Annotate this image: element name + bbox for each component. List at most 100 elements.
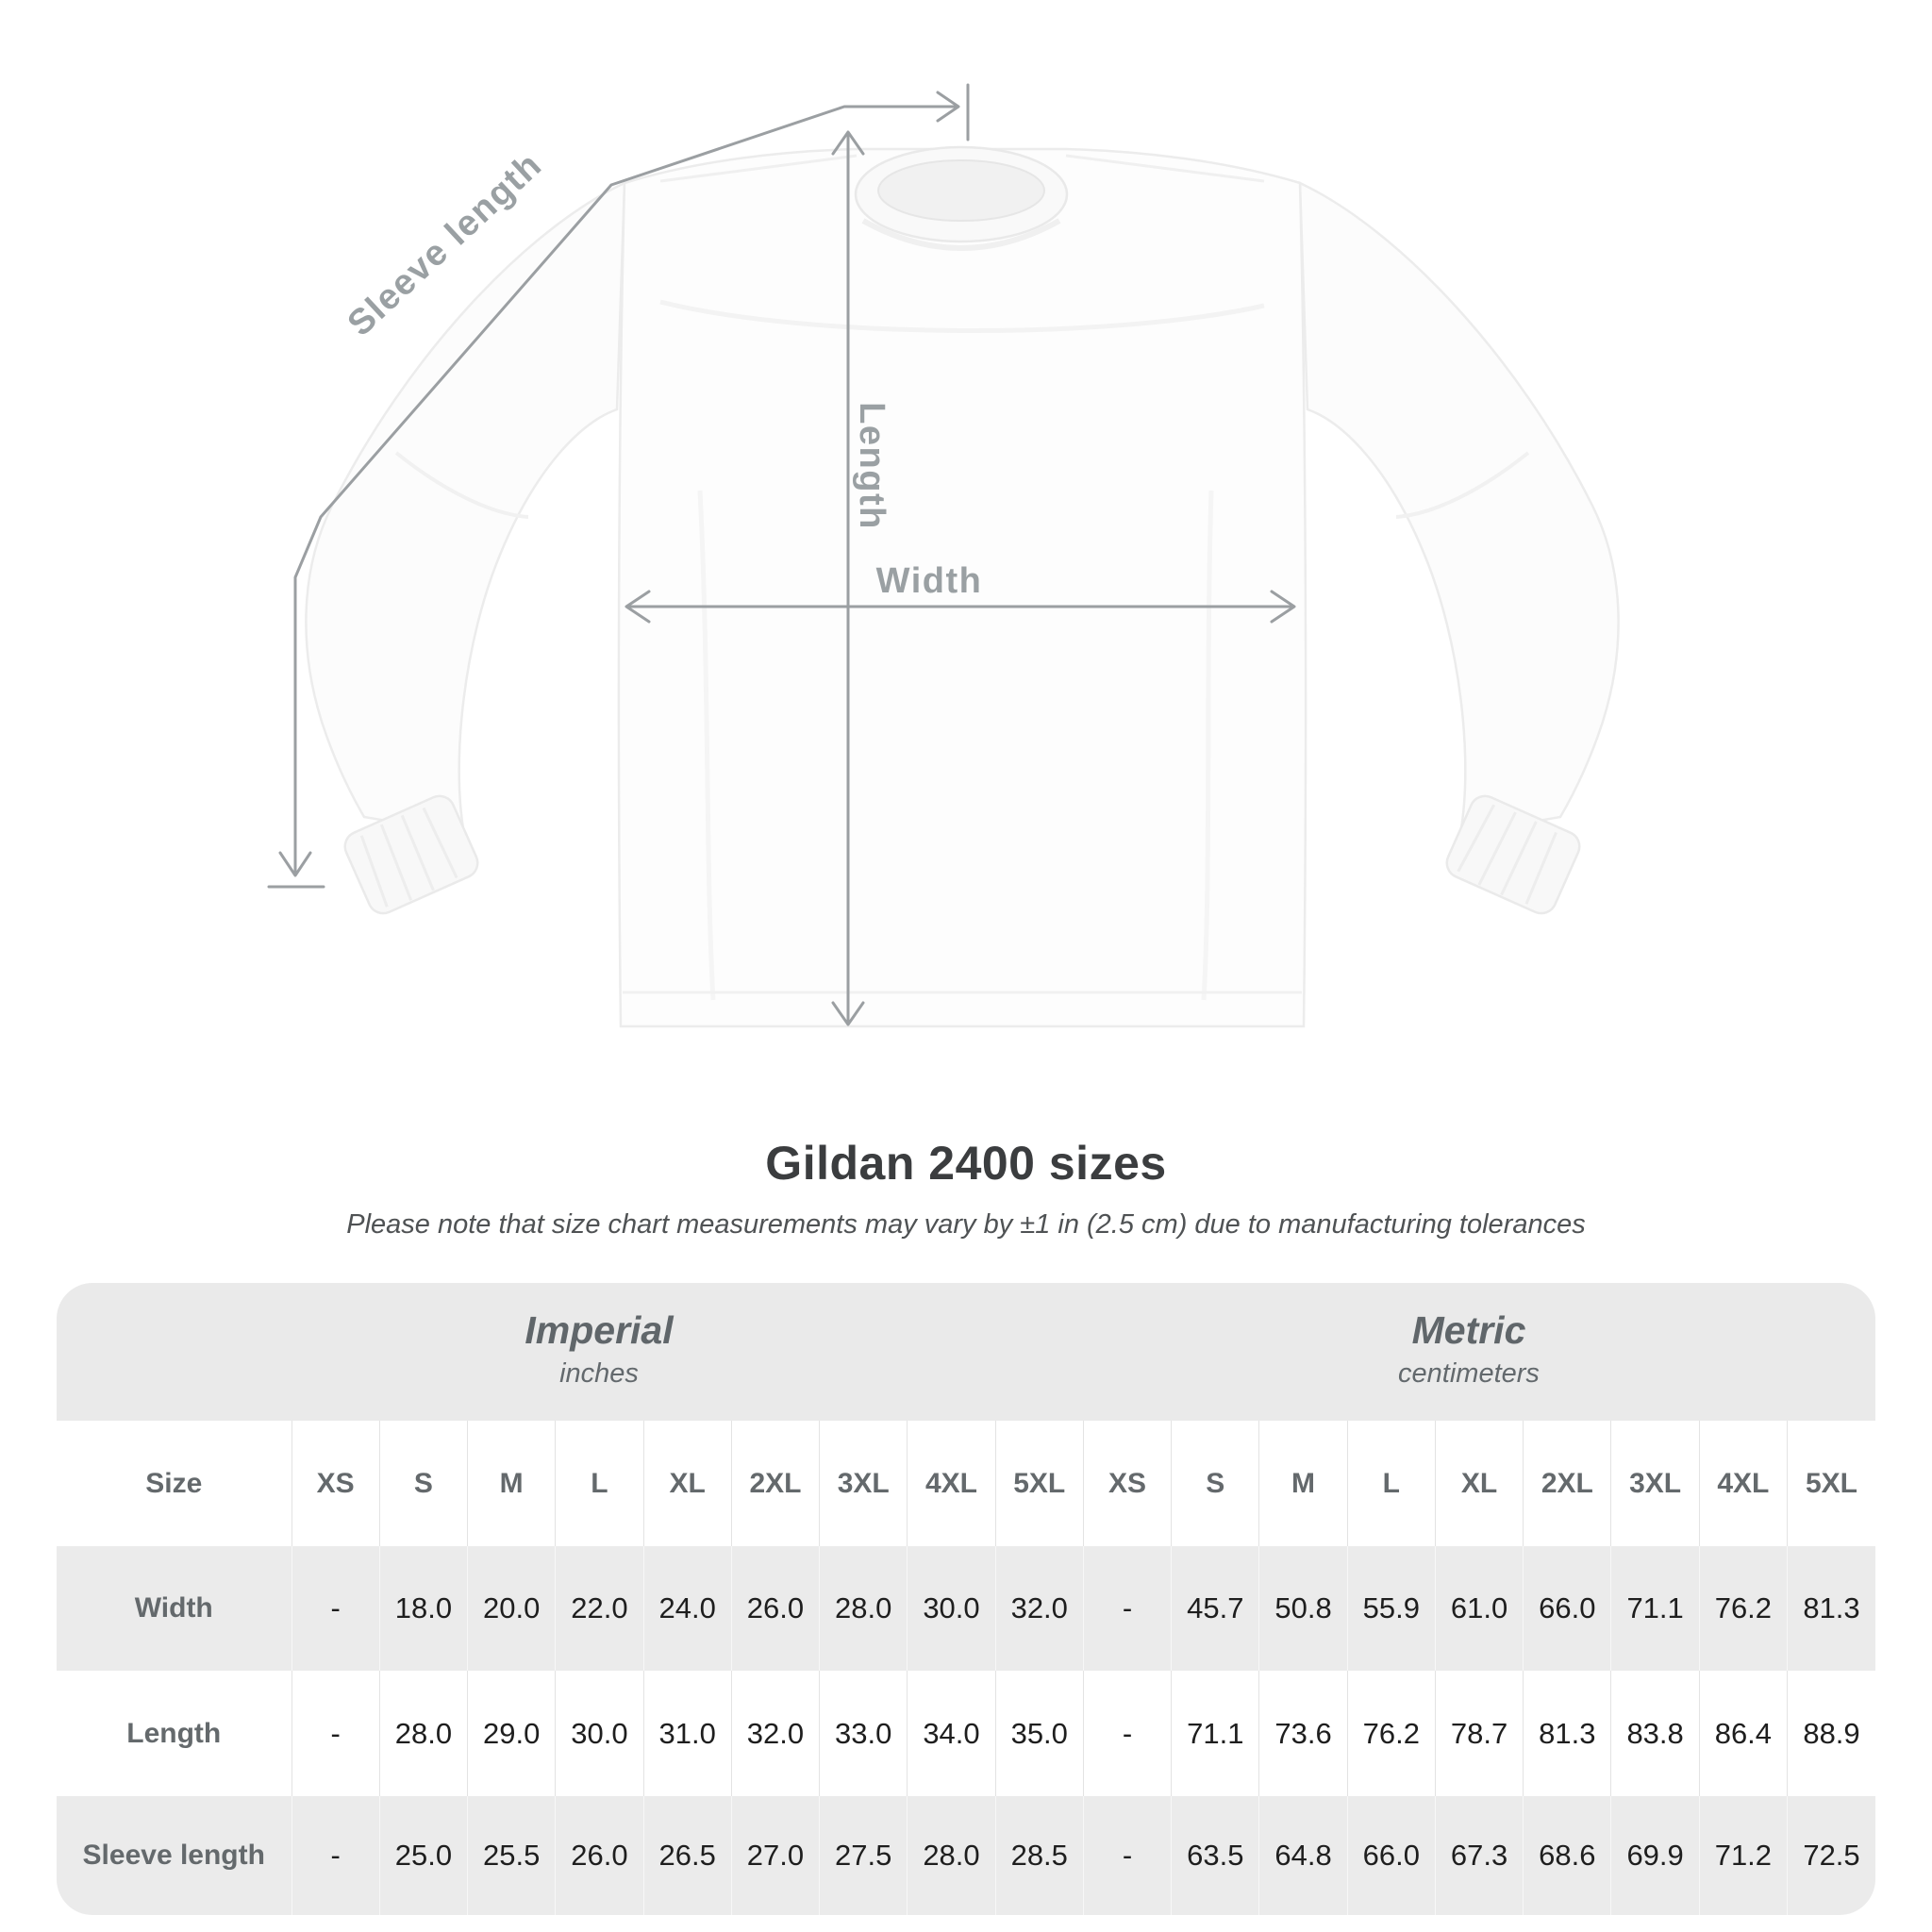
width-dimension	[625, 590, 1296, 624]
value-cell: -	[1082, 1671, 1172, 1796]
value-cell: 25.5	[467, 1796, 556, 1915]
crew-neck-collar	[854, 145, 1069, 251]
sleeve-length-arrow-down	[278, 851, 312, 877]
size-col-header: 5XL	[1787, 1421, 1875, 1546]
sleeve-length-arrow-right	[936, 91, 960, 123]
size-col-header: S	[1171, 1421, 1259, 1546]
value-cell: -	[291, 1671, 380, 1796]
width-arrow-left	[625, 590, 651, 624]
value-cell: 69.9	[1610, 1796, 1700, 1915]
value-cell: 63.5	[1171, 1796, 1259, 1915]
value-cell: 66.0	[1523, 1546, 1611, 1671]
width-row: Width - 18.0 20.0 22.0 24.0 26.0 28.0 30…	[57, 1546, 1875, 1671]
value-cell: 22.0	[555, 1546, 644, 1671]
value-cell: 67.3	[1434, 1796, 1524, 1915]
size-col-header: XL	[1434, 1421, 1524, 1546]
value-cell: 71.2	[1698, 1796, 1788, 1915]
length-row: Length - 28.0 29.0 30.0 31.0 32.0 33.0 3…	[57, 1671, 1875, 1796]
value-cell: 28.5	[994, 1796, 1084, 1915]
value-cell: 81.3	[1523, 1671, 1611, 1796]
left-sleeve	[305, 180, 626, 836]
value-cell: 26.0	[555, 1796, 644, 1915]
size-col-header: 4XL	[907, 1421, 996, 1546]
long-sleeve-shirt-illustration	[305, 145, 1620, 1028]
size-col-header: XS	[291, 1421, 380, 1546]
value-cell: 66.0	[1346, 1796, 1436, 1915]
metric-section-unit: centimeters	[1398, 1358, 1540, 1389]
size-col-header: 4XL	[1698, 1421, 1788, 1546]
value-cell: 32.0	[994, 1546, 1084, 1671]
sleeve-length-row: Sleeve length - 25.0 25.5 26.0 26.5 27.0…	[57, 1796, 1875, 1915]
value-cell: 27.5	[819, 1796, 908, 1915]
tolerance-note: Please note that size chart measurements…	[346, 1209, 1586, 1240]
value-cell: 64.8	[1258, 1796, 1348, 1915]
value-cell: 28.0	[907, 1796, 996, 1915]
value-cell: 31.0	[642, 1671, 732, 1796]
value-cell: 33.0	[819, 1671, 908, 1796]
size-corner-header: Size	[145, 1467, 203, 1499]
length-arrow-down	[831, 1001, 865, 1026]
value-cell: 35.0	[994, 1671, 1084, 1796]
value-cell: -	[291, 1546, 380, 1671]
length-dimension	[831, 130, 865, 1026]
value-cell: 27.0	[730, 1796, 820, 1915]
size-col-header: 3XL	[819, 1421, 908, 1546]
value-cell: 83.8	[1610, 1671, 1700, 1796]
fabric-creases	[394, 154, 1530, 1001]
row-label: Width	[134, 1592, 213, 1624]
value-cell: -	[291, 1796, 380, 1915]
metric-section-header: Metric centimeters	[926, 1306, 1875, 1392]
size-col-header: L	[555, 1421, 644, 1546]
width-arrow-right	[1270, 590, 1296, 624]
imperial-section-header: Imperial inches	[57, 1306, 1141, 1392]
width-label: Width	[876, 561, 983, 601]
size-col-header: XL	[642, 1421, 732, 1546]
value-cell: 86.4	[1698, 1671, 1788, 1796]
value-cell: 73.6	[1258, 1671, 1348, 1796]
size-chart-table: Imperial inches Metric centimeters Size …	[57, 1283, 1875, 1915]
left-cuff	[343, 794, 479, 915]
size-header-row: Size XS S M L XL 2XL 3XL 4XL 5XL XS S M …	[57, 1421, 1875, 1546]
value-cell: 50.8	[1258, 1546, 1348, 1671]
value-cell: 28.0	[378, 1671, 468, 1796]
value-cell: 72.5	[1787, 1796, 1875, 1915]
value-cell: 61.0	[1434, 1546, 1524, 1671]
value-cell: 29.0	[467, 1671, 556, 1796]
value-cell: -	[1082, 1796, 1172, 1915]
shirt-body	[617, 147, 1307, 1028]
shirt-diagram: Sleeve length Length Width	[267, 83, 1620, 1028]
value-cell: -	[1082, 1546, 1172, 1671]
value-cell: 55.9	[1346, 1546, 1436, 1671]
value-cell: 88.9	[1787, 1671, 1875, 1796]
size-chart-card: Imperial inches Metric centimeters Size …	[57, 1283, 1875, 1915]
value-cell: 32.0	[730, 1671, 820, 1796]
value-cell: 30.0	[907, 1546, 996, 1671]
value-cell: 45.7	[1171, 1546, 1259, 1671]
imperial-section-title: Imperial	[525, 1308, 674, 1352]
size-col-header: S	[378, 1421, 468, 1546]
size-col-header: 3XL	[1610, 1421, 1700, 1546]
size-col-header: L	[1346, 1421, 1436, 1546]
value-cell: 78.7	[1434, 1671, 1524, 1796]
size-col-header: 5XL	[994, 1421, 1084, 1546]
size-col-header: M	[1258, 1421, 1348, 1546]
value-cell: 26.5	[642, 1796, 732, 1915]
value-cell: 81.3	[1787, 1546, 1875, 1671]
value-cell: 20.0	[467, 1546, 556, 1671]
value-cell: 76.2	[1698, 1546, 1788, 1671]
value-cell: 24.0	[642, 1546, 732, 1671]
value-cell: 30.0	[555, 1671, 644, 1796]
value-cell: 71.1	[1610, 1546, 1700, 1671]
value-cell: 18.0	[378, 1546, 468, 1671]
units-band-row: Imperial inches Metric centimeters	[57, 1283, 1875, 1421]
length-label: Length	[852, 402, 891, 530]
value-cell: 25.0	[378, 1796, 468, 1915]
value-cell: 26.0	[730, 1546, 820, 1671]
size-col-header: 2XL	[1523, 1421, 1611, 1546]
row-label: Length	[126, 1717, 222, 1749]
measurement-annotations	[267, 83, 1296, 1026]
metric-section-title: Metric	[1411, 1308, 1526, 1352]
row-label: Sleeve length	[82, 1840, 265, 1871]
sleeve-length-line	[293, 105, 958, 875]
